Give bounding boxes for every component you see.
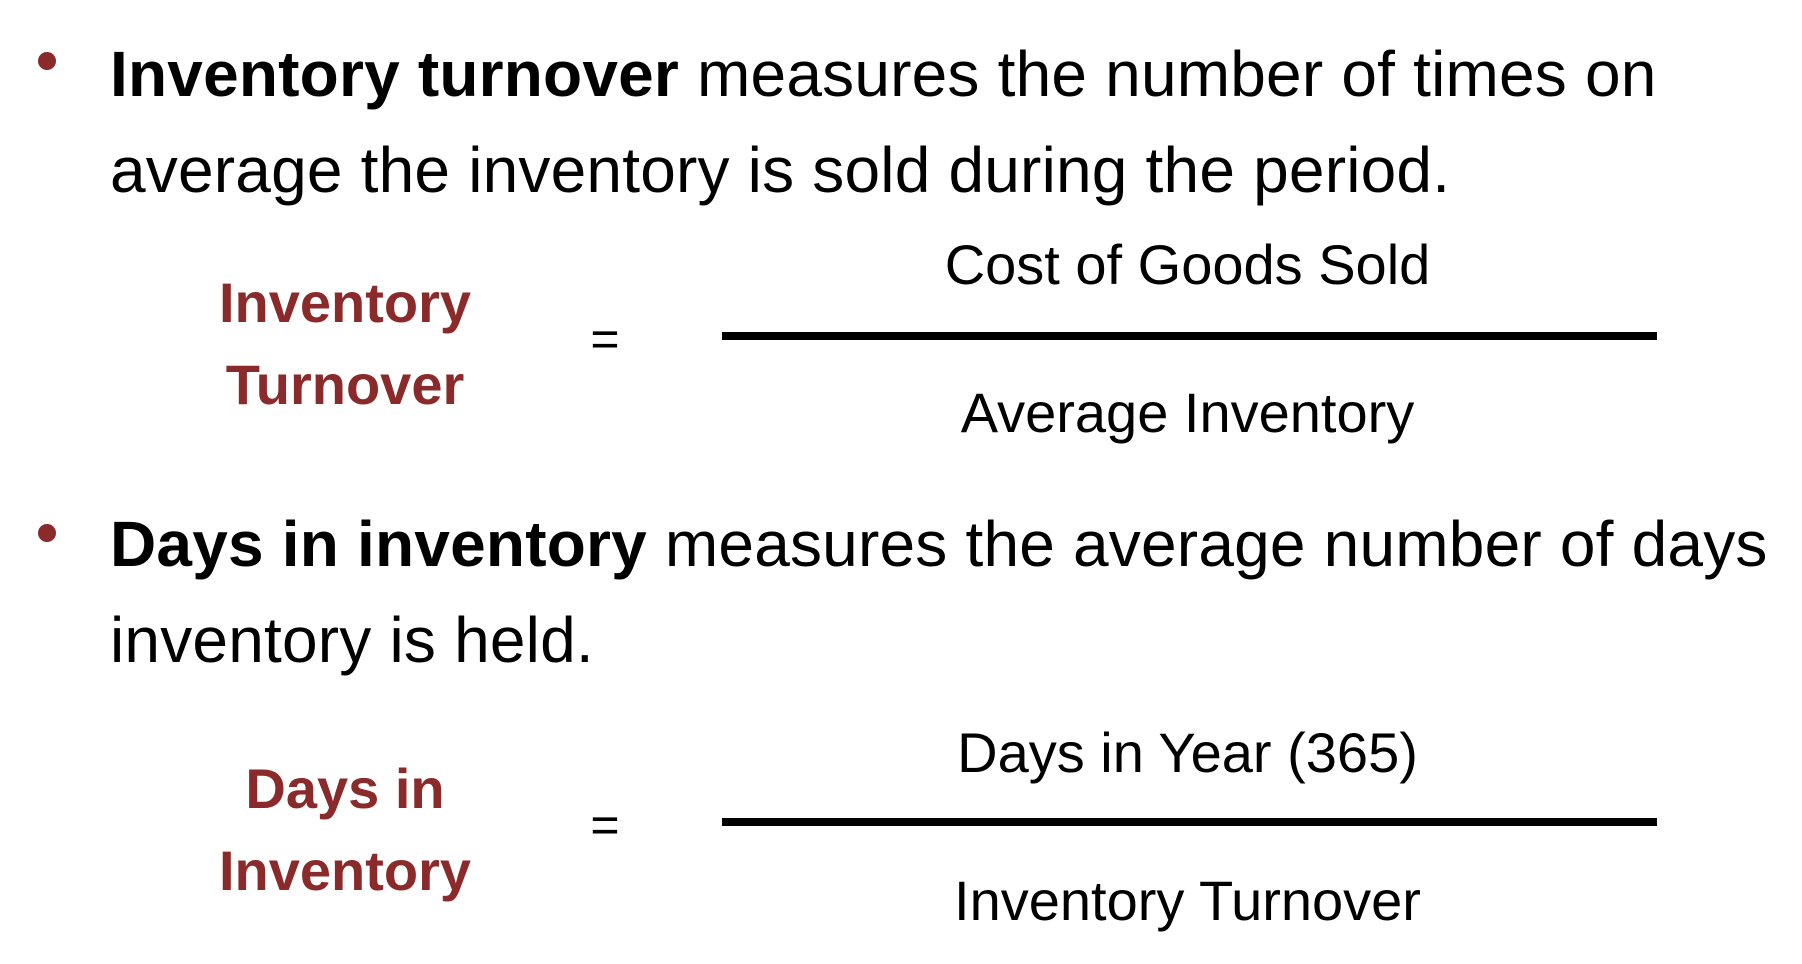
equals-sign: = [590, 311, 620, 367]
numerator: Cost of Goods Sold [944, 233, 1431, 296]
bullet-dot-icon [38, 52, 56, 70]
bullet-dot-icon [38, 524, 56, 542]
term-inventory-turnover: Inventory turnover [110, 38, 680, 110]
bullet-text: Days in inventory measures the average n… [110, 496, 1790, 688]
bullet-text: Inventory turnover measures the number o… [110, 26, 1790, 218]
term-days-in-inventory: Days in inventory [110, 508, 647, 580]
numerator: Days in Year (365) [957, 721, 1418, 784]
formula-label-line2: Turnover [225, 353, 465, 416]
denominator: Inventory Turnover [954, 869, 1421, 932]
denominator: Average Inventory [960, 381, 1415, 444]
definition-days-in-inventory: measures the average number of days inve… [110, 508, 1768, 676]
formula-label-line1: Days in [245, 757, 445, 820]
fraction-bar [722, 818, 1657, 826]
fraction-bar [722, 332, 1657, 340]
formula-label-line1: Inventory [218, 271, 472, 334]
formula-label: Days in Inventory [170, 748, 520, 912]
formula-label-line2: Inventory [218, 839, 472, 902]
definition-inventory-turnover: measures the number of times on average … [110, 38, 1657, 206]
formula-label: Inventory Turnover [170, 262, 520, 426]
equals-sign: = [590, 797, 620, 853]
